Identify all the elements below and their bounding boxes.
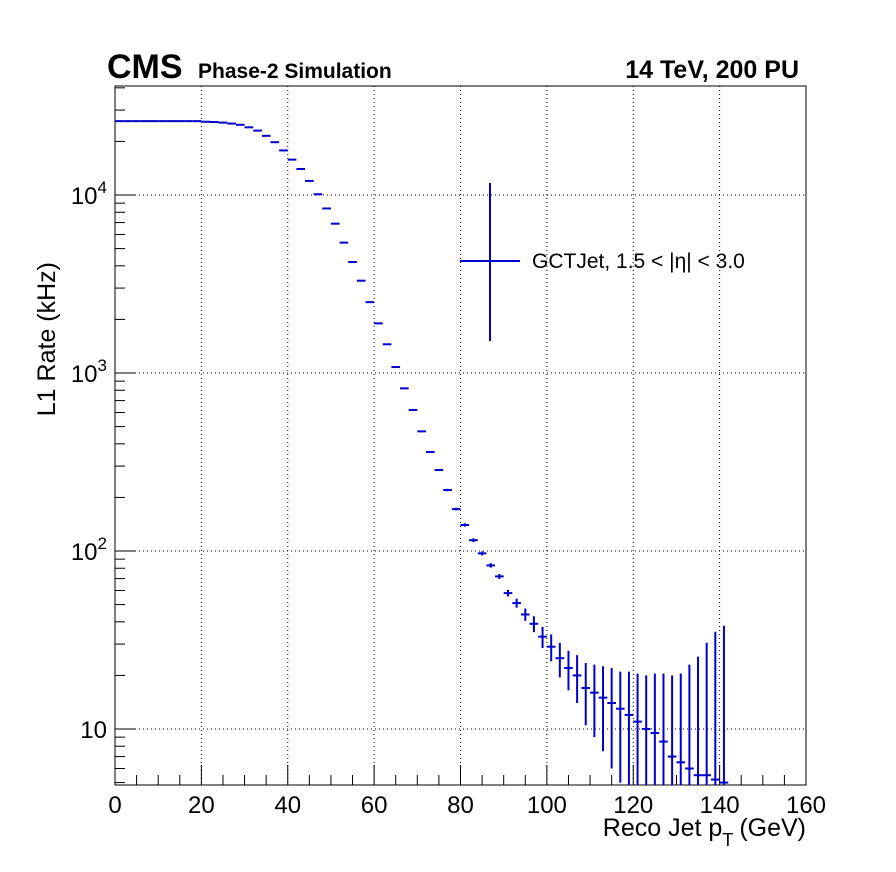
data-point: [417, 430, 426, 433]
data-point: [546, 634, 556, 662]
data-point: [538, 626, 547, 649]
legend: GCTJet, 1.5 < |η| < 3.0: [460, 183, 745, 341]
x-axis-title-subscript: T: [722, 830, 733, 850]
grid: [115, 86, 806, 785]
x-tick-label: 120: [613, 792, 653, 819]
data-point: [641, 675, 651, 785]
data-point: [607, 668, 616, 769]
x-tick-label: 140: [700, 792, 740, 819]
axis-ticks: [114, 87, 807, 785]
data-point: [486, 563, 496, 568]
legend-entry: GCTJet, 1.5 < |η| < 3.0: [532, 250, 745, 273]
data-point: [469, 538, 478, 543]
data-point: [495, 573, 504, 579]
y-tick-label: 103: [71, 356, 107, 388]
data-point: [693, 656, 703, 785]
y-tick-label-exponent: 3: [98, 356, 107, 375]
y-tick-label-base: 10: [71, 361, 98, 388]
data-point: [512, 598, 521, 608]
data-point: [434, 469, 444, 472]
x-tick-label: 160: [786, 792, 826, 819]
y-tick-label: 102: [71, 534, 107, 566]
data-point: [477, 551, 487, 556]
data-point: [624, 671, 634, 785]
data-point: [443, 488, 452, 492]
x-axis-title-main: Reco Jet p: [603, 814, 723, 842]
data-point: [581, 662, 591, 726]
x-tick-label: 100: [527, 792, 567, 819]
data-point: [520, 608, 530, 621]
data-point: [529, 616, 539, 633]
energy-label: 14 TeV, 200 PU: [625, 56, 799, 84]
data-point: [650, 673, 660, 785]
data-point: [719, 625, 729, 785]
data-point: [676, 673, 686, 785]
y-tick-label-exponent: 4: [98, 178, 107, 197]
data-point: [598, 666, 608, 752]
data-point: [685, 664, 694, 785]
data-point: [503, 589, 513, 597]
cms-label: CMS: [107, 48, 183, 86]
x-tick-label: 40: [274, 792, 301, 819]
y-tick-label-base: 10: [80, 717, 107, 744]
data-point: [615, 671, 625, 783]
data-point: [633, 673, 642, 785]
y-tick-label: 104: [71, 178, 107, 210]
x-tick-label: 20: [188, 792, 215, 819]
y-tick-label-base: 10: [71, 183, 98, 210]
x-tick-label: 60: [361, 792, 388, 819]
data-point: [460, 523, 470, 527]
y-axis-title: L1 Rate (kHz): [33, 262, 61, 416]
data-point: [590, 664, 599, 738]
x-tick-label: 0: [108, 792, 121, 819]
x-tick-label: 80: [447, 792, 474, 819]
x-axis-title-unit: (GeV): [739, 814, 806, 842]
data-point: [702, 642, 711, 785]
data-point: [659, 673, 668, 785]
data-point: [425, 450, 435, 453]
x-tick-labels: 0 20 40 60 80 100 120 140 160: [108, 792, 826, 819]
data-point: [408, 408, 418, 411]
data-point: [400, 387, 409, 390]
x-axis-title: Reco Jet pT (GeV): [603, 814, 806, 850]
data-point: [572, 655, 582, 703]
y-tick-label-exponent: 2: [98, 534, 107, 553]
y-tick-label-base: 10: [71, 539, 98, 566]
data-point: [710, 631, 720, 785]
y-tick-label: 10: [80, 717, 107, 744]
data-point: [667, 675, 677, 785]
data-point: [555, 642, 565, 678]
data-point: [564, 650, 573, 691]
chart-subtitle: Phase-2 Simulation: [198, 60, 392, 83]
data-points: [115, 120, 729, 785]
data-point: [451, 507, 461, 511]
